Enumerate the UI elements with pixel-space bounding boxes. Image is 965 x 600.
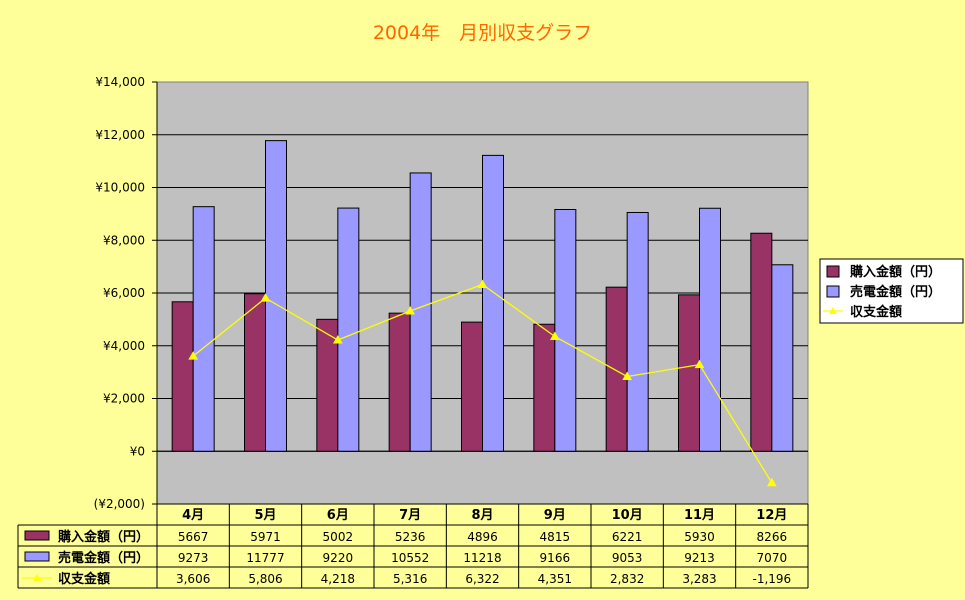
category-label: 6月 — [327, 508, 349, 523]
table-cell: 5002 — [323, 530, 354, 544]
table-cell: 10552 — [391, 551, 429, 565]
bar-purchase — [388, 312, 411, 452]
category-label: 7月 — [399, 508, 421, 523]
table-cell: -1,196 — [752, 572, 791, 586]
table-cell: 9166 — [540, 551, 571, 565]
bar-purchase — [316, 318, 339, 452]
bar-sale — [554, 208, 577, 452]
category-label: 8月 — [471, 508, 493, 523]
category-label: 12月 — [756, 508, 787, 523]
y-tick-label: ¥12,000 — [95, 128, 145, 142]
legend-label: 購入金額（円） — [849, 264, 941, 280]
table-cell: 4815 — [540, 530, 571, 544]
y-tick-label: ¥8,000 — [103, 233, 145, 247]
bar-sale — [265, 140, 287, 452]
legend-key — [829, 307, 837, 314]
table-cell: 5,316 — [393, 572, 427, 586]
table-cell: 6,322 — [465, 572, 499, 586]
y-tick-label: ¥10,000 — [95, 181, 145, 195]
bar-sale — [192, 206, 215, 452]
bar-purchase — [678, 294, 700, 452]
balance-point — [188, 351, 199, 360]
y-tick-label: ¥0 — [130, 444, 145, 458]
balance-point — [694, 359, 705, 369]
legend-key — [826, 265, 840, 278]
y-tick-label: ¥6,000 — [103, 286, 145, 300]
category-label: 4月 — [182, 508, 204, 523]
table-cell: 11218 — [463, 551, 501, 565]
table-series-name: 購入金額（円） — [57, 529, 149, 545]
legend-label: 収支金額 — [850, 304, 902, 320]
table-cell: 11777 — [246, 551, 284, 565]
bar-purchase — [461, 321, 483, 452]
table-cell: 9273 — [178, 551, 209, 565]
table-cell: 3,606 — [176, 572, 210, 586]
chart-title: 2004年 月別収支グラフ — [372, 22, 593, 44]
table-series-name: 収支金額 — [58, 571, 110, 587]
legend-box — [819, 258, 964, 324]
balance-point — [766, 477, 777, 487]
table-cell: 5236 — [395, 530, 426, 544]
table-cell: 4,351 — [538, 572, 572, 586]
balance-point — [405, 306, 416, 315]
balance-point — [622, 371, 633, 381]
table-cell: 6221 — [612, 530, 643, 544]
table-series-name: 売電金額（円） — [58, 550, 149, 566]
category-label: 11月 — [684, 508, 715, 523]
table-cell: 9053 — [612, 551, 643, 565]
bar-purchase — [533, 323, 556, 452]
table-cell: 4,218 — [321, 572, 355, 586]
y-tick-label: ¥14,000 — [95, 75, 145, 89]
legend-key — [826, 285, 840, 298]
balance-point — [260, 293, 271, 302]
balance-point — [332, 334, 343, 344]
bar-purchase — [171, 301, 194, 452]
table-cell: 5971 — [250, 530, 281, 544]
table-cell: 5930 — [684, 530, 715, 544]
category-label: 10月 — [612, 508, 643, 523]
category-label: 5月 — [254, 508, 276, 523]
category-label: 9月 — [544, 508, 566, 523]
y-tick-label: (¥2,000) — [94, 497, 145, 511]
bar-sale — [626, 211, 649, 452]
bar-sale — [337, 207, 360, 452]
y-tick-label: ¥4,000 — [103, 339, 145, 353]
bar-sale — [482, 154, 504, 452]
bar-purchase — [605, 286, 628, 452]
table-cell: 5667 — [178, 530, 209, 544]
table-cell: 7070 — [757, 551, 788, 565]
bar-purchase — [244, 293, 266, 452]
table-legend-key — [24, 530, 50, 541]
bar-sale — [699, 207, 721, 452]
table-cell: 9213 — [684, 551, 715, 565]
table-legend-key — [33, 574, 41, 581]
bar-purchase — [750, 232, 773, 452]
legend-label: 売電金額（円） — [850, 284, 941, 300]
table-cell: 9220 — [323, 551, 354, 565]
table-cell: 3,283 — [682, 572, 716, 586]
table-cell: 5,806 — [248, 572, 282, 586]
balance-point — [477, 279, 488, 289]
table-legend-key — [24, 551, 50, 562]
table-cell: 8266 — [757, 530, 788, 544]
table-cell: 2,832 — [610, 572, 644, 586]
y-tick-label: ¥2,000 — [103, 392, 145, 406]
bar-sale — [771, 264, 794, 452]
table-cell: 4896 — [467, 530, 498, 544]
balance-point — [549, 331, 560, 340]
